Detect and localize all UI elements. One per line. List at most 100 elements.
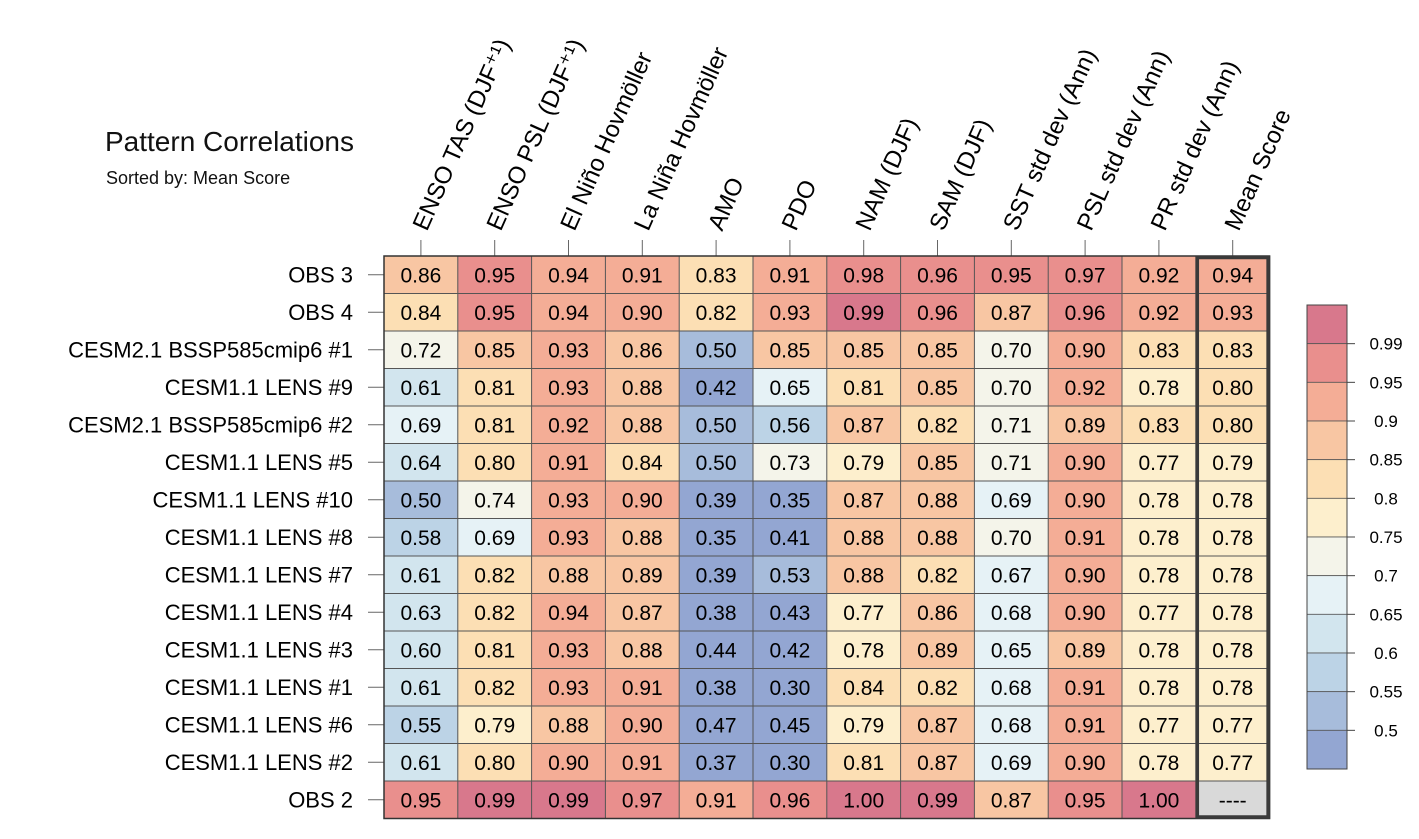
cell-value: 0.95: [474, 264, 515, 287]
cell-value: 0.78: [843, 639, 884, 662]
heatmap-cell: [679, 443, 753, 481]
cell-value: 0.88: [622, 414, 663, 437]
heatmap-cell: [974, 256, 1049, 294]
cell-value: 0.78: [1138, 489, 1179, 512]
heatmap-cell: [679, 368, 753, 406]
heatmap-cell: [679, 706, 753, 744]
cell-value: 0.83: [1212, 339, 1253, 362]
cell-value: 0.78: [1138, 377, 1179, 400]
cell-value: 0.79: [474, 714, 515, 737]
heatmap-cell: [1048, 481, 1122, 519]
heatmap-cell: [974, 368, 1049, 406]
row-label: CESM1.1 LENS #5: [165, 450, 353, 475]
cell-value: 0.88: [548, 714, 589, 737]
cell-value: 0.87: [917, 752, 958, 775]
heatmap-cell: [974, 481, 1049, 519]
heatmap-cell: [1195, 743, 1270, 781]
heatmap-cell: [826, 331, 901, 369]
cell-value: 0.61: [400, 752, 441, 775]
cell-value: 0.94: [548, 264, 589, 287]
heatmap-cell: [900, 481, 975, 519]
heatmap-cell: [974, 706, 1049, 744]
cell-value: 0.78: [1212, 602, 1253, 625]
colorbar-segment: [1306, 652, 1348, 693]
cell-value: 0.70: [991, 377, 1032, 400]
cell-value: 0.82: [474, 677, 515, 700]
cell-value: 0.86: [917, 602, 958, 625]
cell-value: 0.78: [1138, 564, 1179, 587]
heatmap-cell: [605, 368, 680, 406]
colorbar-segment: [1306, 381, 1348, 422]
heatmap-cell: [900, 368, 975, 406]
cell-value: 0.90: [622, 714, 663, 737]
colorbar-segment: [1306, 420, 1348, 461]
cell-value: 0.95: [991, 264, 1032, 287]
heatmap-cell: [605, 631, 680, 669]
cell-value: 0.37: [696, 752, 737, 775]
heatmap-cell: [531, 593, 606, 631]
heatmap-cell: [1048, 331, 1122, 369]
cell-value: 0.84: [400, 302, 441, 325]
heatmap-cell: [605, 331, 680, 369]
column-label: PDO: [777, 176, 823, 235]
cell-value: 0.90: [1065, 564, 1106, 587]
cell-value: 0.97: [622, 789, 663, 812]
heatmap-cell: [826, 781, 901, 819]
cell-value: 0.61: [400, 377, 441, 400]
cell-value: 0.80: [1212, 414, 1253, 437]
cell-value: 0.79: [1212, 452, 1253, 475]
cell-value: 0.99: [548, 789, 589, 812]
heatmap-cell: [457, 256, 532, 294]
heatmap-cell: [531, 706, 606, 744]
heatmap-cell: [974, 668, 1049, 706]
cell-value: 0.35: [769, 489, 810, 512]
cell-value: 0.91: [622, 677, 663, 700]
cell-value: 0.68: [991, 602, 1032, 625]
cell-value: 0.50: [696, 339, 737, 362]
cell-value: 0.86: [622, 339, 663, 362]
heatmap-cell: [974, 518, 1049, 556]
heatmap-cell: [753, 256, 827, 294]
cell-value: 0.70: [991, 527, 1032, 550]
cell-value: 0.58: [400, 527, 441, 550]
cell-value: 0.35: [696, 527, 737, 550]
cell-value: 0.81: [843, 752, 884, 775]
heatmap-cell: [531, 256, 606, 294]
cell-value: 0.82: [917, 677, 958, 700]
cell-value: 0.45: [769, 714, 810, 737]
cell-value: 0.78: [1212, 489, 1253, 512]
cell-value: 0.88: [917, 489, 958, 512]
heatmap-cell: [1048, 443, 1122, 481]
column-label: Mean Score: [1220, 105, 1297, 234]
cell-value: 0.95: [1065, 789, 1106, 812]
heatmap-cell: [1048, 781, 1122, 819]
cell-value: 0.68: [991, 677, 1032, 700]
row-label: CESM1.1 LENS #1: [165, 675, 353, 700]
heatmap-cell: [384, 481, 458, 519]
cell-value: 0.77: [1138, 452, 1179, 475]
row-label: OBS 4: [288, 300, 353, 325]
heatmap-cell: [457, 743, 532, 781]
heatmap-cell: [384, 706, 458, 744]
heatmap-cell: [1122, 443, 1196, 481]
cell-value: 0.50: [696, 452, 737, 475]
heatmap-cell: [826, 518, 901, 556]
cell-value: 0.79: [843, 452, 884, 475]
cell-value: 0.82: [917, 414, 958, 437]
heatmap-cell: [1195, 518, 1270, 556]
colorbar-label: 0.75: [1369, 528, 1402, 547]
heatmap-cell: [1122, 556, 1196, 594]
cell-value: 0.96: [917, 302, 958, 325]
cell-value: 0.91: [622, 264, 663, 287]
heatmap-cell: [826, 593, 901, 631]
heatmap-cell: [679, 556, 753, 594]
cell-value: 0.80: [1212, 377, 1253, 400]
cell-value: 0.80: [474, 452, 515, 475]
cell-value: 0.91: [1065, 677, 1106, 700]
cell-value: 0.71: [991, 452, 1032, 475]
row-label: OBS 3: [288, 262, 353, 287]
colorbar-label: 0.5: [1374, 721, 1398, 740]
cell-value: 0.89: [1065, 639, 1106, 662]
heatmap-cell: [974, 443, 1049, 481]
colorbar-label: 0.8: [1374, 489, 1398, 508]
